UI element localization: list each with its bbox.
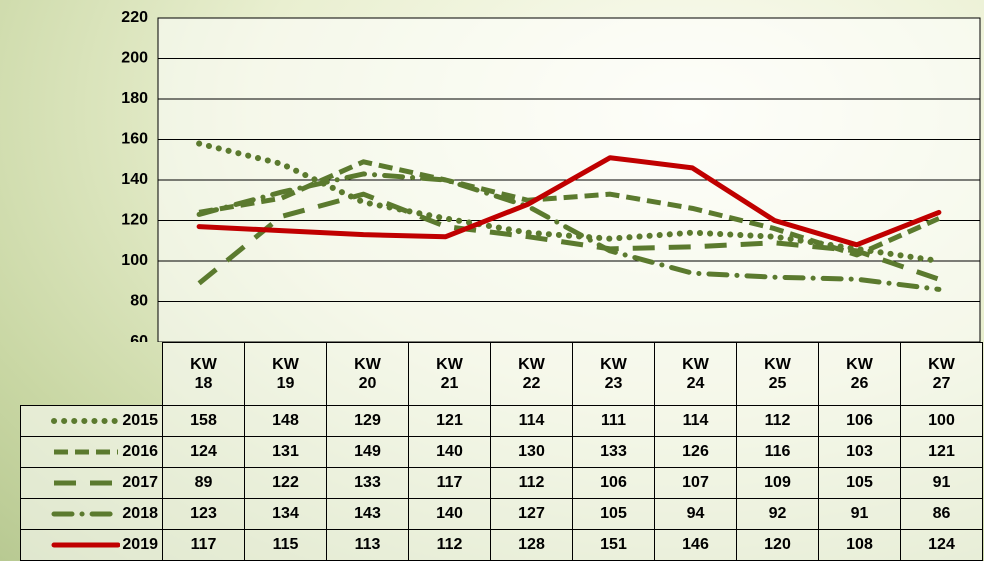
- value-cell: 113: [326, 529, 409, 561]
- value-cell: 146: [654, 529, 737, 561]
- x-tick-label: KW 18: [162, 342, 245, 406]
- y-tick-label: 200: [121, 50, 148, 67]
- x-tick-label: KW 22: [490, 342, 573, 406]
- x-tick-label: KW 21: [408, 342, 491, 406]
- value-cell: 117: [162, 529, 245, 561]
- value-cell: 131: [244, 436, 327, 468]
- legend-label: 2018: [122, 505, 158, 522]
- y-tick-label: 60: [130, 333, 148, 342]
- value-cell: 140: [408, 498, 491, 530]
- y-tick-label: 220: [121, 9, 148, 26]
- value-cell: 124: [162, 436, 245, 468]
- value-cell: 92: [736, 498, 819, 530]
- legend-swatch: [51, 542, 121, 548]
- value-cell: 133: [326, 467, 409, 499]
- series-line: [196, 155, 942, 248]
- value-cell: 112: [736, 405, 819, 437]
- value-cell: 115: [244, 529, 327, 561]
- value-cell: 158: [162, 405, 245, 437]
- y-tick-label: 180: [121, 90, 148, 107]
- value-cell: 105: [818, 467, 901, 499]
- y-tick-label: 140: [121, 171, 148, 188]
- value-cell: 105: [572, 498, 655, 530]
- value-cell: 134: [244, 498, 327, 530]
- value-cell: 133: [572, 436, 655, 468]
- value-cell: 124: [900, 529, 983, 561]
- value-cell: 149: [326, 436, 409, 468]
- legend-swatch: [54, 480, 119, 486]
- value-cell: 86: [900, 498, 983, 530]
- x-tick-label: KW 24: [654, 342, 737, 406]
- legend-swatch: [54, 449, 119, 455]
- legend-label: 2015: [122, 412, 158, 429]
- data-table: KW 18 KW 19 KW 20 KW 21 KW 22 KW 23 KW 24 KW 25…: [20, 342, 983, 561]
- value-cell: 91: [900, 467, 983, 499]
- legend-swatch: [51, 511, 121, 517]
- legend-cell: 2015: [20, 405, 163, 437]
- value-cell: 91: [818, 498, 901, 530]
- data-row: 2018 123 134 143 140 127 105 94 92 91 86: [20, 498, 983, 530]
- x-tick-label: KW 27: [900, 342, 983, 406]
- y-tick-label: 160: [121, 131, 148, 148]
- value-cell: 122: [244, 467, 327, 499]
- y-tick-label: 80: [130, 293, 148, 310]
- value-cell: 106: [572, 467, 655, 499]
- value-cell: 100: [900, 405, 983, 437]
- series-line: [197, 191, 940, 286]
- value-cell: 127: [490, 498, 573, 530]
- data-row: 2016 124 131 149 140 130 133 126 116 103 121: [20, 436, 983, 468]
- value-cell: 148: [244, 405, 327, 437]
- value-cell: 121: [408, 405, 491, 437]
- value-cell: 107: [654, 467, 737, 499]
- legend-cell: 2017: [20, 467, 163, 499]
- value-cell: 111: [572, 405, 655, 437]
- y-tick-label: 120: [121, 212, 148, 229]
- legend-label: 2017: [122, 474, 158, 491]
- value-cell: 114: [654, 405, 737, 437]
- value-cell: 94: [654, 498, 737, 530]
- value-cell: 108: [818, 529, 901, 561]
- data-row: 2017 89 122 133 117 112 106 107 109 105 91: [20, 467, 983, 499]
- value-cell: 120: [736, 529, 819, 561]
- x-tick-label: KW 23: [572, 342, 655, 406]
- value-cell: 89: [162, 467, 245, 499]
- value-cell: 112: [490, 467, 573, 499]
- value-cell: 128: [490, 529, 573, 561]
- corner: [21, 343, 163, 406]
- legend-swatch: [51, 417, 122, 424]
- value-cell: 129: [326, 405, 409, 437]
- header-row: KW 18 KW 19 KW 20 KW 21 KW 22 KW 23 KW 24 KW 25…: [21, 342, 983, 406]
- series-line: [198, 159, 940, 258]
- value-cell: 130: [490, 436, 573, 468]
- x-tick-label: KW 25: [736, 342, 819, 406]
- x-tick-label: KW 20: [326, 342, 409, 406]
- value-cell: 114: [490, 405, 573, 437]
- value-cell: 123: [162, 498, 245, 530]
- value-cell: 112: [408, 529, 491, 561]
- value-cell: 121: [900, 436, 983, 468]
- chart: 60 80 100 120 140 160 180 200 220: [121, 9, 981, 342]
- value-cell: 151: [572, 529, 655, 561]
- value-cell: 140: [408, 436, 491, 468]
- value-cell: 103: [818, 436, 901, 468]
- value-cell: 117: [408, 467, 491, 499]
- legend-label: 2016: [122, 443, 158, 460]
- value-cell: 116: [736, 436, 819, 468]
- series-line: [196, 171, 942, 292]
- value-cell: 106: [818, 405, 901, 437]
- value-cell: 109: [736, 467, 819, 499]
- data-row: 2015 158 148 129 121 114 111 114 112 106 100: [20, 405, 983, 437]
- legend-cell: 2016: [20, 436, 163, 468]
- y-tick-label: 100: [121, 252, 148, 269]
- legend-label: 2019: [122, 536, 158, 553]
- legend-cell: 2019: [20, 529, 163, 561]
- data-row: 2019 117 115 113 112 128 151 146 120 108 124: [20, 529, 983, 561]
- x-tick-label: KW 19: [244, 342, 327, 406]
- value-cell: 126: [654, 436, 737, 468]
- x-tick-label: KW 26: [818, 342, 901, 406]
- legend-cell: 2018: [20, 498, 163, 530]
- value-cell: 143: [326, 498, 409, 530]
